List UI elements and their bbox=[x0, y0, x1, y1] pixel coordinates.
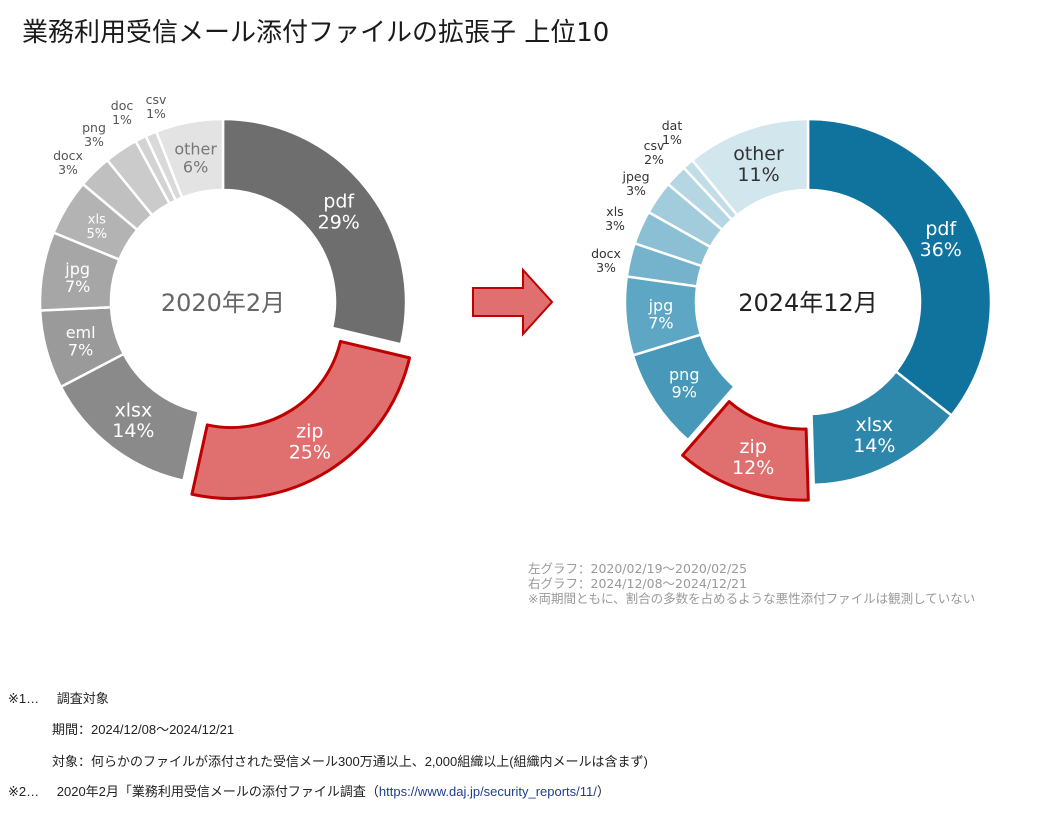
slice-label-other: other 11% bbox=[733, 143, 784, 186]
slice-label-eml: eml 7% bbox=[66, 323, 96, 360]
slice-pct: 1% bbox=[146, 106, 166, 121]
slice-pct: 25% bbox=[289, 442, 331, 464]
slice-name: xlsx bbox=[115, 399, 153, 421]
slice-label-csv: csv 1% bbox=[146, 92, 167, 121]
slice-pct: 5% bbox=[87, 227, 108, 242]
slice-label-pdf: pdf 36% bbox=[920, 218, 962, 261]
page-title: 業務利用受信メール添付ファイルの拡張子 上位10 bbox=[22, 18, 610, 48]
note-malware: ※両期間ともに、割合の多数を占めるような悪性添付ファイルは観測していない bbox=[528, 591, 976, 606]
slice-label-docx: docx 3% bbox=[591, 246, 621, 275]
slice-name: docx bbox=[53, 148, 83, 163]
slice-pct: 2% bbox=[644, 152, 664, 167]
slice-label-zip: zip 25% bbox=[289, 421, 331, 464]
footnote-1-header: ※1… 調査対象 bbox=[8, 688, 109, 707]
slice-other bbox=[155, 117, 225, 199]
slice-label-xls: xls 5% bbox=[87, 213, 108, 242]
slice-pct: 3% bbox=[605, 218, 625, 233]
slice-pct: 14% bbox=[853, 435, 895, 457]
slice-name: docx bbox=[591, 246, 621, 261]
slice-name: zip bbox=[739, 436, 766, 458]
chart-notes: 左グラフ：2020/02/19～2020/02/25 右グラフ：2024/12/… bbox=[528, 561, 975, 606]
slice-label-pdf: pdf 29% bbox=[318, 191, 360, 234]
footnote-2-link[interactable]: https://www.daj.jp/security_reports/11/ bbox=[378, 784, 597, 799]
center-label: 2020年2月 bbox=[161, 289, 285, 317]
footnote-1-title: 調査対象 bbox=[56, 691, 109, 706]
slice-label-doc: doc 1% bbox=[111, 98, 134, 127]
slice-pct: 9% bbox=[672, 382, 697, 401]
footnote-2: ※2… 2020年2月「業務利用受信メールの添付ファイル調査（https://w… bbox=[8, 781, 610, 800]
slice-pct: 1% bbox=[112, 112, 132, 127]
slice-pct: 12% bbox=[732, 457, 774, 479]
slice-label-other: other 6% bbox=[174, 140, 217, 177]
slice-name: png bbox=[669, 365, 699, 384]
footnote-1-marker: ※1… bbox=[8, 691, 40, 706]
slice-name: jpg bbox=[648, 296, 674, 315]
slice-name: csv bbox=[644, 138, 665, 153]
slice-name: dat bbox=[662, 118, 683, 133]
slice-name: doc bbox=[111, 98, 134, 113]
footnote-1-period: 期間：2024/12/08～2024/12/21 bbox=[52, 722, 235, 737]
slice-pct: 11% bbox=[737, 164, 779, 186]
slice-name: csv bbox=[146, 92, 167, 107]
slice-name: eml bbox=[66, 323, 96, 342]
slice-label-xlsx: xlsx 14% bbox=[112, 399, 154, 442]
slice-name: zip bbox=[296, 421, 323, 443]
slice-label-xls: xls 3% bbox=[605, 204, 625, 233]
slice-name: jpg bbox=[64, 259, 90, 278]
slice-pct: 3% bbox=[84, 134, 104, 149]
note-right-period: 右グラフ：2024/12/08～2024/12/21 bbox=[528, 576, 748, 591]
footnote-1-target: 対象：何らかのファイルが添付された受信メール300万通以上、2,000組織以上(… bbox=[52, 754, 648, 769]
slice-name: png bbox=[82, 120, 106, 135]
slice-zip bbox=[190, 339, 412, 501]
arrow-right-icon bbox=[472, 267, 554, 337]
slice-pct: 1% bbox=[662, 132, 682, 147]
footnote-2-close: ） bbox=[596, 784, 610, 799]
slice-label-jpg: jpg 7% bbox=[64, 259, 90, 296]
slice-label-csv: csv 2% bbox=[644, 138, 665, 167]
slice-name: jpeg bbox=[621, 169, 649, 184]
slice-name: other bbox=[733, 143, 784, 165]
slice-name: xls bbox=[88, 213, 106, 228]
slice-label-dat: dat 1% bbox=[662, 118, 683, 147]
slice-pdf bbox=[221, 117, 408, 346]
slice-pct: 3% bbox=[58, 162, 78, 177]
slice-zip bbox=[681, 400, 810, 502]
slice-name: xlsx bbox=[856, 414, 894, 436]
donut-chart-2020: pdf 29%zip 25%xlsx 14%eml 7%jpg 7%xls 5%docx 3%… bbox=[38, 92, 412, 501]
slice-pct: 7% bbox=[648, 314, 673, 333]
slice-pct: 36% bbox=[920, 239, 962, 261]
slice-pct: 7% bbox=[68, 341, 93, 360]
slice-label-jpeg: jpeg 3% bbox=[621, 169, 649, 198]
slice-name: other bbox=[174, 140, 217, 159]
slice-name: xls bbox=[606, 204, 623, 219]
slice-label-docx: docx 3% bbox=[53, 148, 83, 177]
slice-pct: 3% bbox=[596, 260, 616, 275]
slice-pct: 7% bbox=[65, 277, 90, 296]
note-left-period: 左グラフ：2020/02/19～2020/02/25 bbox=[528, 561, 748, 576]
slice-other bbox=[691, 117, 810, 217]
footnote-2-text: 2020年2月「業務利用受信メールの添付ファイル調査（ bbox=[56, 784, 379, 799]
slice-label-xlsx: xlsx 14% bbox=[853, 414, 895, 457]
slice-label-png: png 9% bbox=[669, 365, 699, 402]
slice-pct: 3% bbox=[626, 183, 646, 198]
donut-chart-2024: pdf 36%xlsx 14%zip 12%png 9%jpg 7%docx 3%xls 3%… bbox=[591, 117, 993, 502]
slice-pdf bbox=[806, 117, 993, 417]
slice-pct: 14% bbox=[112, 420, 154, 442]
slice-pct: 6% bbox=[183, 157, 208, 176]
slice-name: pdf bbox=[323, 191, 355, 213]
center-label: 2024年12月 bbox=[738, 289, 878, 317]
footnote-2-marker: ※2… bbox=[8, 784, 40, 799]
slice-xlsx bbox=[810, 370, 953, 487]
slice-label-zip: zip 12% bbox=[732, 436, 774, 479]
slice-pct: 29% bbox=[318, 212, 360, 234]
slice-name: pdf bbox=[925, 218, 957, 240]
slice-label-png: png 3% bbox=[82, 120, 106, 149]
slice-label-jpg: jpg 7% bbox=[648, 296, 674, 333]
